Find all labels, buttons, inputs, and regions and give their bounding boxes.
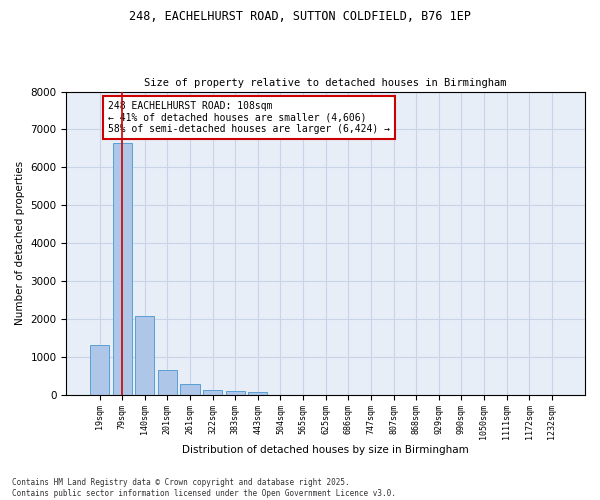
Bar	[90, 344, 109, 395]
Bar	[113, 142, 132, 394]
Bar	[135, 316, 154, 394]
Y-axis label: Number of detached properties: Number of detached properties	[15, 161, 25, 325]
Text: 248 EACHELHURST ROAD: 108sqm
← 41% of detached houses are smaller (4,606)
58% of: 248 EACHELHURST ROAD: 108sqm ← 41% of de…	[108, 100, 390, 134]
Text: 248, EACHELHURST ROAD, SUTTON COLDFIELD, B76 1EP: 248, EACHELHURST ROAD, SUTTON COLDFIELD,…	[129, 10, 471, 23]
Bar	[226, 391, 245, 394]
Bar	[158, 370, 177, 394]
Bar	[181, 384, 200, 394]
Bar	[203, 390, 222, 394]
X-axis label: Distribution of detached houses by size in Birmingham: Distribution of detached houses by size …	[182, 445, 469, 455]
Title: Size of property relative to detached houses in Birmingham: Size of property relative to detached ho…	[145, 78, 507, 88]
Text: Contains HM Land Registry data © Crown copyright and database right 2025.
Contai: Contains HM Land Registry data © Crown c…	[12, 478, 396, 498]
Bar	[248, 392, 268, 394]
